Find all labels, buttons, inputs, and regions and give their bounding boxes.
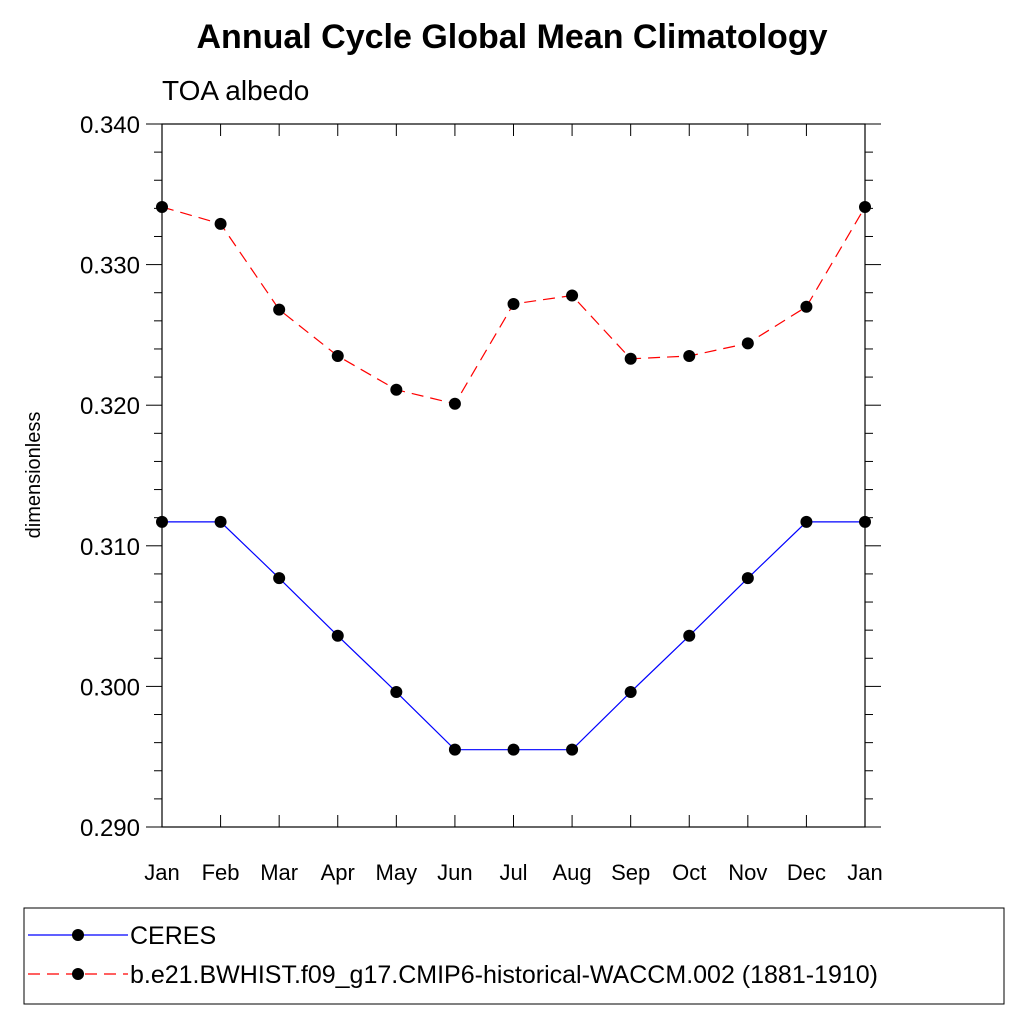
data-point xyxy=(448,397,461,410)
y-tick-label: 0.320 xyxy=(80,393,140,420)
data-point xyxy=(448,743,461,756)
series-2 xyxy=(156,200,871,410)
data-point xyxy=(390,686,403,699)
data-point xyxy=(331,629,344,642)
x-tick-label: Mar xyxy=(260,860,298,885)
x-tick-label: Oct xyxy=(672,860,706,885)
data-point xyxy=(741,572,754,585)
x-tick-label: Dec xyxy=(787,860,826,885)
series-line xyxy=(162,521,865,751)
legend-marker xyxy=(72,968,84,980)
x-tick-label: Nov xyxy=(728,860,767,885)
data-point xyxy=(214,217,227,230)
data-point xyxy=(683,629,696,642)
legend-marker xyxy=(72,929,84,941)
data-point xyxy=(156,200,168,213)
data-point xyxy=(214,515,227,528)
y-tick-label: 0.300 xyxy=(80,674,140,701)
y-axis-label: dimensionless xyxy=(23,412,45,539)
series-1 xyxy=(156,515,871,756)
legend-item-2: b.e21.BWHIST.f09_g17.CMIP6-historical-WA… xyxy=(28,961,878,989)
y-tick-label: 0.340 xyxy=(80,112,140,139)
x-tick-label: Jan xyxy=(847,860,882,885)
y-axis: 0.290 0.300 0.310 0.320 0.330 0.340 xyxy=(80,112,881,842)
series-layer xyxy=(156,200,871,756)
legend: CERES b.e21.BWHIST.f09_g17.CMIP6-historic… xyxy=(23,907,1005,1005)
y-tick-label: 0.310 xyxy=(80,534,140,561)
x-tick-label: May xyxy=(376,860,418,885)
legend-item-1: CERES xyxy=(28,922,216,950)
data-point xyxy=(273,572,286,585)
data-point xyxy=(800,300,813,313)
data-point xyxy=(566,743,579,756)
x-tick-label: Jan xyxy=(144,860,179,885)
legend-label: b.e21.BWHIST.f09_g17.CMIP6-historical-WA… xyxy=(130,961,878,989)
minor-ticks xyxy=(154,151,873,800)
data-point xyxy=(390,383,403,396)
y-tick-label: 0.290 xyxy=(80,815,140,842)
chart-title: Annual Cycle Global Mean Climatology xyxy=(197,18,828,56)
y-tick-label: 0.330 xyxy=(80,253,140,280)
data-point xyxy=(683,349,696,362)
x-axis: Jan Feb Mar Apr May Jun Jul Aug Sep Oct Nov Dec Jan xyxy=(144,124,883,885)
x-tick-label: Apr xyxy=(321,860,355,885)
x-tick-label: Jun xyxy=(437,860,472,885)
chart-subtitle: TOA albedo xyxy=(162,75,309,106)
data-point xyxy=(741,337,754,350)
legend-label: CERES xyxy=(130,922,216,950)
x-tick-label: Feb xyxy=(202,860,240,885)
data-point xyxy=(507,743,520,756)
data-point xyxy=(624,352,637,365)
plot-frame xyxy=(161,123,866,828)
data-point xyxy=(273,303,286,316)
data-point xyxy=(859,200,871,213)
data-point xyxy=(507,297,520,310)
data-point xyxy=(566,289,579,302)
x-tick-label: Aug xyxy=(553,860,592,885)
data-point xyxy=(624,686,637,699)
data-point xyxy=(331,349,344,362)
data-point xyxy=(800,515,813,528)
x-tick-label: Sep xyxy=(611,860,650,885)
data-point xyxy=(859,515,871,528)
data-point xyxy=(156,515,168,528)
legend-box xyxy=(23,907,1005,1005)
x-tick-label: Jul xyxy=(499,860,527,885)
